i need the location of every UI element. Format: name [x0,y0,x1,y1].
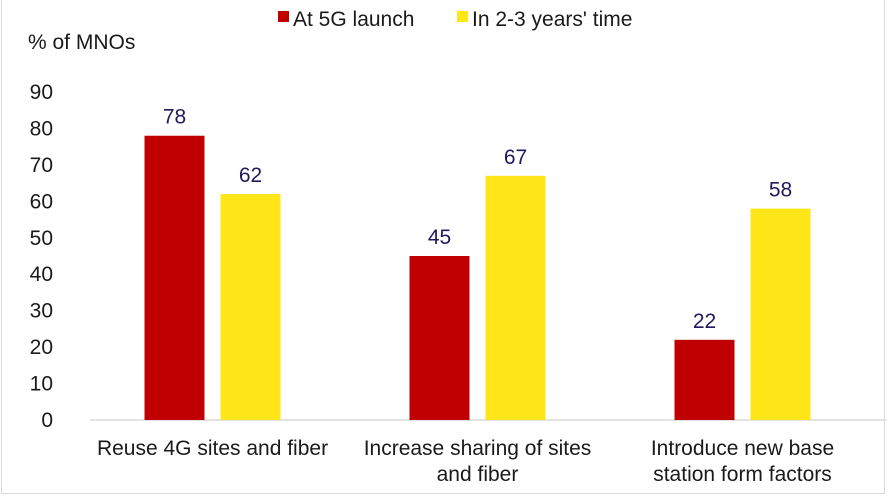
data-label: 22 [693,310,716,333]
y-tick-label: 20 [30,336,53,359]
x-category-label: Introduce new base [651,437,834,460]
y-tick-label: 10 [30,373,53,396]
y-tick-label: 70 [30,154,53,177]
x-category-label: station form factors [653,463,832,486]
y-axis-ticks: 0 10 20 30 40 50 60 70 80 90 [30,81,53,432]
y-tick-label: 0 [41,409,53,432]
legend-label-1: At 5G launch [293,8,414,31]
y-tick-label: 60 [30,190,53,213]
bar-2-3 [750,208,811,420]
x-category-label: and fiber [437,463,519,486]
x-category-label: Reuse 4G sites and fiber [97,437,328,460]
y-tick-label: 90 [30,81,53,104]
data-label: 58 [769,179,792,202]
y-tick-label: 30 [30,300,53,323]
x-category-label: Increase sharing of sites [364,437,592,460]
bar-2-1 [220,194,281,420]
y-axis-label: % of MNOs [28,31,135,54]
bars [144,135,811,420]
legend-swatch-2 [457,11,468,22]
y-tick-label: 80 [30,117,53,140]
data-label: 62 [239,164,262,187]
y-tick-label: 50 [30,227,53,250]
data-labels: 78 62 45 67 22 58 [163,106,792,333]
bar-2-2 [485,175,546,420]
bar-1-2 [409,256,470,420]
data-label: 78 [163,106,186,129]
chart-frame [1,0,885,494]
data-label: 45 [428,226,451,249]
y-tick-label: 40 [30,263,53,286]
legend: At 5G launch In 2-3 years' time [278,8,632,31]
data-label: 67 [504,146,527,169]
x-axis-categories: Reuse 4G sites and fiber Increase sharing… [97,437,834,486]
bar-1-1 [144,135,205,420]
legend-swatch-1 [278,11,289,22]
legend-label-2: In 2-3 years' time [472,8,632,31]
bar-1-3 [674,339,735,420]
